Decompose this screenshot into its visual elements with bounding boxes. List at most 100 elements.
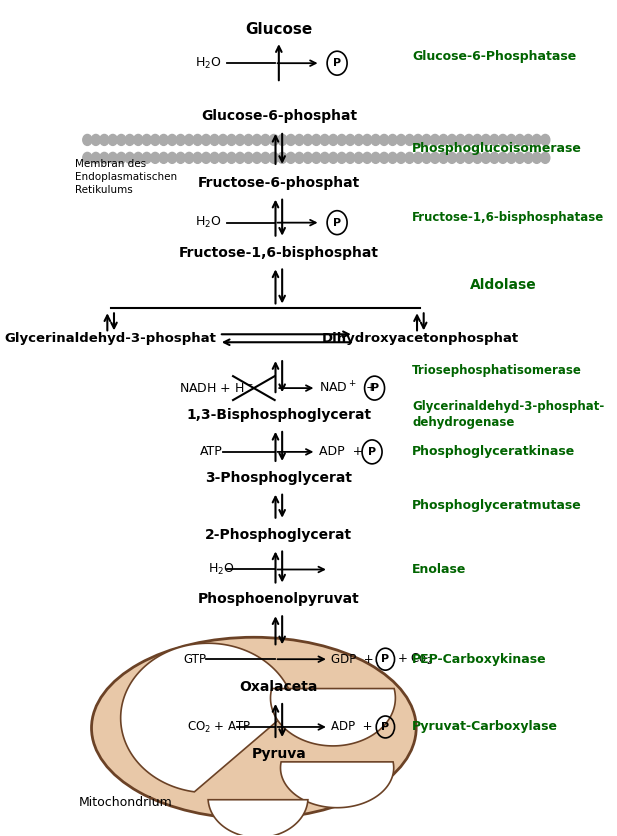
Circle shape bbox=[371, 152, 380, 163]
Text: Pyruva: Pyruva bbox=[252, 747, 306, 761]
Circle shape bbox=[303, 152, 312, 163]
Circle shape bbox=[413, 152, 423, 163]
Circle shape bbox=[303, 135, 312, 145]
Circle shape bbox=[456, 152, 465, 163]
Circle shape bbox=[244, 135, 253, 145]
Circle shape bbox=[320, 152, 329, 163]
Circle shape bbox=[439, 135, 448, 145]
Circle shape bbox=[447, 135, 457, 145]
Text: Phosphoglucoisomerase: Phosphoglucoisomerase bbox=[412, 142, 582, 155]
Text: Pyruvat-Carboxylase: Pyruvat-Carboxylase bbox=[412, 721, 558, 733]
Circle shape bbox=[202, 152, 210, 163]
Circle shape bbox=[125, 135, 135, 145]
Text: P: P bbox=[333, 59, 341, 69]
Circle shape bbox=[236, 152, 244, 163]
Text: + Co$_2$: + Co$_2$ bbox=[397, 651, 433, 667]
Text: NAD$^+$  +: NAD$^+$ + bbox=[319, 380, 377, 395]
Circle shape bbox=[431, 135, 439, 145]
Circle shape bbox=[346, 152, 355, 163]
Text: Triosephosphatisomerase: Triosephosphatisomerase bbox=[412, 364, 582, 377]
Circle shape bbox=[83, 152, 92, 163]
Text: Enolase: Enolase bbox=[412, 563, 466, 576]
Circle shape bbox=[320, 135, 329, 145]
Circle shape bbox=[168, 152, 176, 163]
Circle shape bbox=[312, 135, 321, 145]
Circle shape bbox=[227, 135, 236, 145]
Circle shape bbox=[524, 152, 533, 163]
Circle shape bbox=[269, 152, 278, 163]
Circle shape bbox=[151, 135, 160, 145]
Circle shape bbox=[159, 135, 168, 145]
Circle shape bbox=[252, 152, 262, 163]
Circle shape bbox=[422, 152, 431, 163]
Circle shape bbox=[481, 152, 491, 163]
Circle shape bbox=[363, 135, 372, 145]
Circle shape bbox=[142, 152, 151, 163]
Circle shape bbox=[379, 152, 389, 163]
Circle shape bbox=[499, 152, 507, 163]
Text: H$_2$O: H$_2$O bbox=[195, 56, 222, 71]
Circle shape bbox=[397, 135, 405, 145]
Circle shape bbox=[295, 152, 304, 163]
Circle shape bbox=[236, 135, 244, 145]
Circle shape bbox=[346, 135, 355, 145]
Circle shape bbox=[134, 135, 143, 145]
Circle shape bbox=[465, 152, 473, 163]
Circle shape bbox=[202, 135, 210, 145]
Bar bbox=[88, 145, 545, 153]
Text: P: P bbox=[333, 217, 341, 227]
Circle shape bbox=[261, 152, 270, 163]
Circle shape bbox=[184, 152, 194, 163]
Circle shape bbox=[278, 152, 287, 163]
Text: Fructose-6-phosphat: Fructose-6-phosphat bbox=[197, 176, 360, 190]
Polygon shape bbox=[270, 689, 395, 746]
Circle shape bbox=[295, 135, 304, 145]
Text: Dihydroxyacetonphosphat: Dihydroxyacetonphosphat bbox=[322, 332, 519, 344]
Circle shape bbox=[397, 152, 405, 163]
Text: GTP: GTP bbox=[183, 653, 206, 665]
Circle shape bbox=[151, 152, 160, 163]
Text: H$_2$O: H$_2$O bbox=[195, 215, 222, 230]
Circle shape bbox=[532, 152, 541, 163]
Text: Glycerinaldehyd-3-phosphat-
dehydrogenase: Glycerinaldehyd-3-phosphat- dehydrogenas… bbox=[412, 400, 604, 429]
Circle shape bbox=[499, 135, 507, 145]
Circle shape bbox=[405, 135, 414, 145]
Text: 1,3-Bisphosphoglycerat: 1,3-Bisphosphoglycerat bbox=[186, 408, 371, 422]
Text: P: P bbox=[381, 722, 389, 732]
Circle shape bbox=[422, 135, 431, 145]
Circle shape bbox=[125, 152, 135, 163]
Text: Oxalaceta: Oxalaceta bbox=[239, 681, 318, 694]
Circle shape bbox=[540, 152, 550, 163]
Text: P: P bbox=[381, 655, 389, 664]
Circle shape bbox=[515, 152, 524, 163]
Text: GDP  +: GDP + bbox=[331, 653, 374, 665]
Circle shape bbox=[184, 135, 194, 145]
Circle shape bbox=[447, 152, 457, 163]
Circle shape bbox=[337, 152, 346, 163]
Text: Glucose-6-Phosphatase: Glucose-6-Phosphatase bbox=[412, 49, 576, 63]
Circle shape bbox=[532, 135, 541, 145]
Text: Mitochondrium: Mitochondrium bbox=[79, 796, 173, 808]
Circle shape bbox=[515, 135, 524, 145]
Circle shape bbox=[83, 135, 92, 145]
Circle shape bbox=[176, 152, 185, 163]
Circle shape bbox=[176, 135, 185, 145]
Polygon shape bbox=[121, 643, 294, 792]
Circle shape bbox=[134, 152, 143, 163]
Circle shape bbox=[354, 152, 363, 163]
Circle shape bbox=[388, 135, 397, 145]
Circle shape bbox=[218, 135, 228, 145]
Text: Aldolase: Aldolase bbox=[470, 278, 537, 293]
Circle shape bbox=[329, 135, 338, 145]
Circle shape bbox=[168, 135, 176, 145]
Circle shape bbox=[431, 152, 439, 163]
Circle shape bbox=[100, 152, 109, 163]
Circle shape bbox=[388, 152, 397, 163]
Circle shape bbox=[405, 152, 414, 163]
Circle shape bbox=[379, 135, 389, 145]
Circle shape bbox=[108, 135, 117, 145]
Circle shape bbox=[286, 152, 296, 163]
Circle shape bbox=[252, 135, 262, 145]
Circle shape bbox=[354, 135, 363, 145]
Circle shape bbox=[507, 152, 516, 163]
